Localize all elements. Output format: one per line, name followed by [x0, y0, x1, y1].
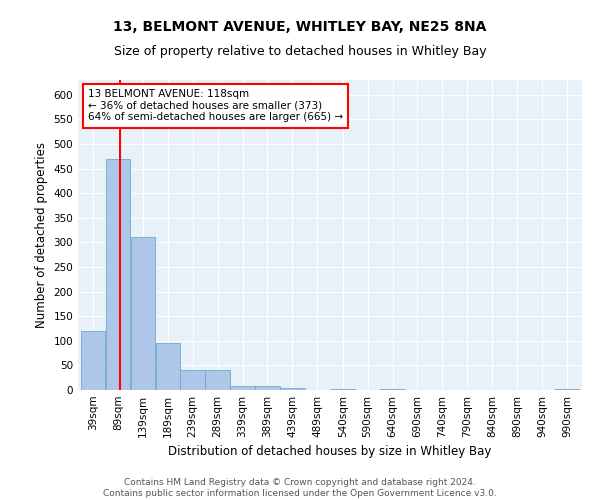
Bar — [181, 370, 205, 390]
Bar — [155, 344, 180, 390]
Bar — [280, 388, 305, 390]
Bar — [380, 388, 405, 390]
Bar — [81, 331, 105, 390]
Text: Contains HM Land Registry data © Crown copyright and database right 2024.
Contai: Contains HM Land Registry data © Crown c… — [103, 478, 497, 498]
Bar — [255, 386, 280, 390]
Y-axis label: Number of detached properties: Number of detached properties — [35, 142, 48, 328]
X-axis label: Distribution of detached houses by size in Whitley Bay: Distribution of detached houses by size … — [169, 446, 491, 458]
Bar — [555, 388, 579, 390]
Bar — [230, 386, 255, 390]
Bar — [205, 370, 230, 390]
Bar — [106, 158, 130, 390]
Bar — [131, 238, 155, 390]
Bar — [331, 388, 355, 390]
Text: Size of property relative to detached houses in Whitley Bay: Size of property relative to detached ho… — [113, 45, 487, 58]
Text: 13, BELMONT AVENUE, WHITLEY BAY, NE25 8NA: 13, BELMONT AVENUE, WHITLEY BAY, NE25 8N… — [113, 20, 487, 34]
Text: 13 BELMONT AVENUE: 118sqm
← 36% of detached houses are smaller (373)
64% of semi: 13 BELMONT AVENUE: 118sqm ← 36% of detac… — [88, 90, 343, 122]
